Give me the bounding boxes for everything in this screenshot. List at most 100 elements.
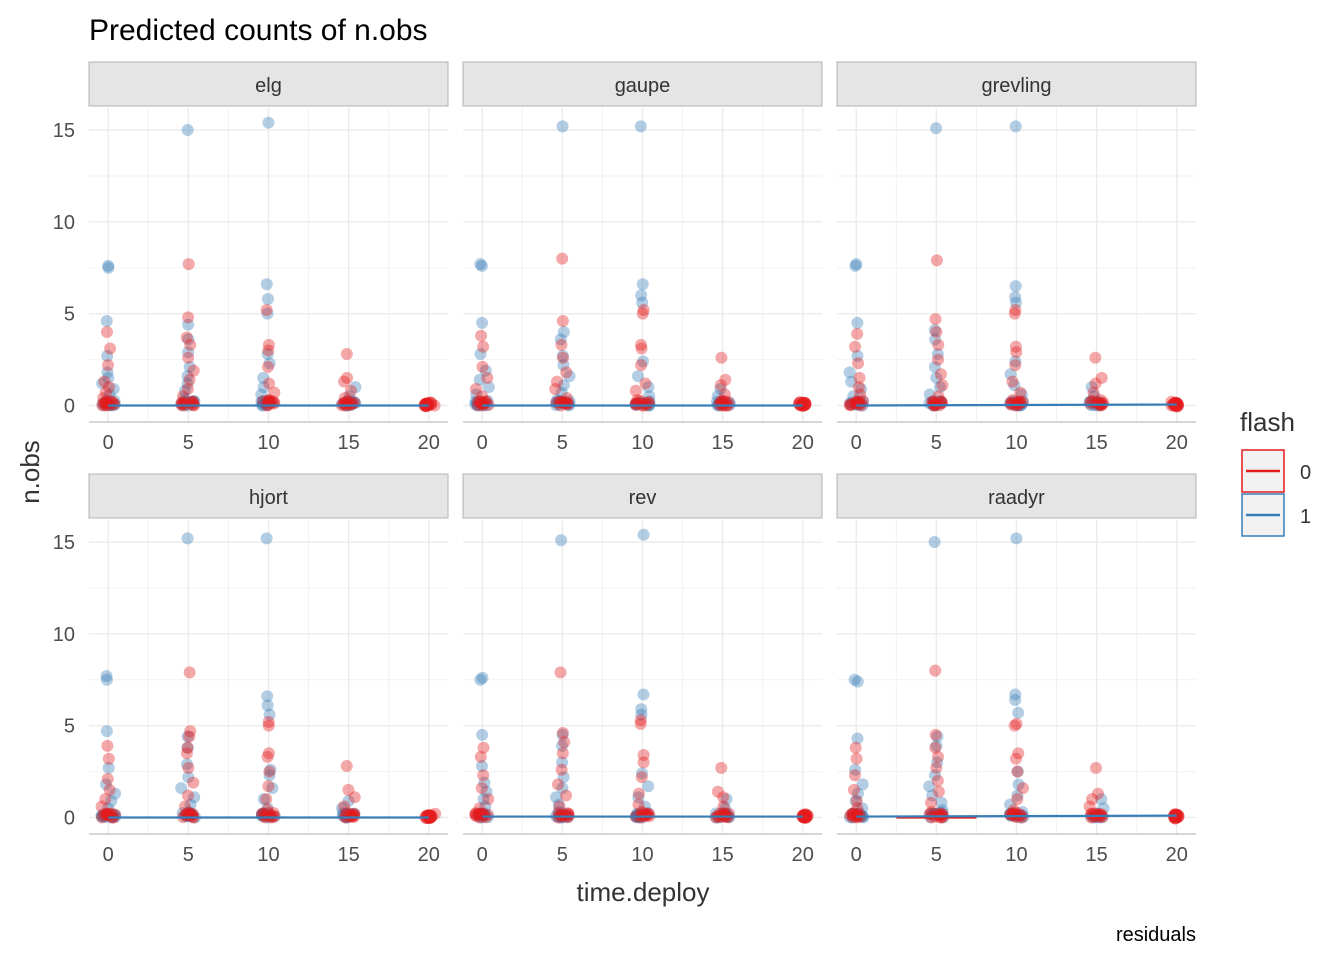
x-tick-label: 15 bbox=[1086, 844, 1108, 866]
data-point bbox=[629, 384, 642, 397]
data-point bbox=[556, 315, 569, 328]
data-point bbox=[1009, 291, 1022, 304]
data-point bbox=[556, 120, 569, 133]
data-point bbox=[257, 395, 270, 408]
data-point bbox=[640, 398, 653, 411]
data-point bbox=[340, 760, 353, 773]
facet-strip-label: hjort bbox=[249, 487, 288, 509]
data-point bbox=[845, 397, 858, 410]
data-point bbox=[931, 348, 944, 361]
facet-panels: elg 0 5 10 15 20 0 5 10 15 gaupe 0 5 10 15 20 grevling 0 5… bbox=[53, 61, 1197, 866]
facet-panel-raadyr: raadyr 0 5 10 15 20 bbox=[836, 473, 1197, 866]
x-tick-label: 5 bbox=[931, 844, 942, 866]
data-point bbox=[843, 811, 856, 824]
data-point bbox=[255, 388, 268, 401]
data-point bbox=[556, 252, 569, 265]
data-point bbox=[481, 808, 494, 821]
data-point bbox=[257, 381, 270, 394]
data-point bbox=[932, 390, 945, 403]
data-point bbox=[182, 333, 195, 346]
data-point bbox=[555, 338, 568, 351]
data-point bbox=[257, 371, 270, 384]
data-point bbox=[261, 699, 274, 712]
data-point bbox=[100, 315, 113, 328]
data-point bbox=[1005, 808, 1018, 821]
data-point bbox=[175, 398, 188, 411]
data-point bbox=[479, 800, 492, 813]
data-point bbox=[1085, 811, 1098, 824]
data-point bbox=[556, 756, 569, 769]
data-point bbox=[1010, 532, 1023, 545]
data-point bbox=[551, 375, 564, 388]
data-point bbox=[182, 810, 195, 823]
data-point bbox=[1095, 397, 1108, 410]
data-point bbox=[635, 359, 648, 372]
data-point bbox=[99, 793, 112, 806]
data-point bbox=[261, 348, 274, 361]
data-point bbox=[1096, 810, 1109, 823]
data-point bbox=[637, 528, 650, 541]
data-point bbox=[183, 373, 196, 386]
data-point bbox=[1011, 765, 1024, 778]
data-point bbox=[856, 778, 869, 791]
data-point bbox=[930, 761, 943, 774]
data-point bbox=[256, 810, 269, 823]
x-tick-label: 5 bbox=[557, 844, 568, 866]
x-axis-title: time.deploy bbox=[577, 877, 710, 907]
data-point bbox=[720, 793, 733, 806]
data-point bbox=[715, 351, 728, 364]
data-point bbox=[475, 397, 488, 410]
data-point bbox=[931, 774, 944, 787]
x-tick-label: 10 bbox=[1005, 844, 1027, 866]
data-point bbox=[1009, 303, 1022, 316]
data-point bbox=[470, 388, 483, 401]
data-point bbox=[479, 364, 492, 377]
data-point bbox=[926, 789, 939, 802]
data-point bbox=[928, 324, 941, 337]
data-point bbox=[482, 381, 495, 394]
data-point bbox=[182, 351, 195, 364]
data-point bbox=[855, 382, 868, 395]
data-point bbox=[1009, 808, 1022, 821]
data-point bbox=[182, 810, 195, 823]
data-point bbox=[340, 806, 353, 819]
data-point bbox=[929, 313, 942, 326]
data-point bbox=[96, 399, 109, 412]
data-point bbox=[1009, 752, 1022, 765]
data-point bbox=[478, 808, 491, 821]
data-point bbox=[552, 798, 565, 811]
data-point bbox=[553, 800, 566, 813]
data-point bbox=[100, 810, 113, 823]
data-point bbox=[422, 810, 437, 825]
x-tick-label: 20 bbox=[418, 432, 440, 454]
data-point bbox=[342, 794, 355, 807]
data-point bbox=[339, 397, 352, 410]
data-point bbox=[635, 338, 648, 351]
caption: residuals bbox=[1116, 924, 1196, 946]
data-point bbox=[1008, 307, 1021, 320]
data-point bbox=[632, 798, 645, 811]
data-point bbox=[932, 353, 945, 366]
data-point bbox=[261, 804, 274, 817]
data-point bbox=[634, 395, 647, 408]
data-point bbox=[95, 800, 108, 813]
data-point bbox=[1091, 396, 1104, 409]
data-point bbox=[263, 708, 276, 721]
data-point bbox=[183, 666, 196, 679]
x-tick-label: 20 bbox=[792, 844, 814, 866]
data-point bbox=[1008, 379, 1021, 392]
data-point bbox=[180, 331, 193, 344]
data-point bbox=[856, 395, 869, 408]
data-point bbox=[102, 359, 115, 372]
data-point bbox=[634, 714, 647, 727]
facet-strip-label: grevling bbox=[981, 75, 1051, 97]
data-point bbox=[101, 772, 114, 785]
data-point bbox=[1009, 397, 1022, 410]
data-point bbox=[850, 258, 863, 271]
data-point bbox=[262, 393, 275, 406]
x-tick-label: 10 bbox=[257, 432, 279, 454]
data-point bbox=[631, 370, 644, 383]
data-point bbox=[1095, 371, 1108, 384]
data-point bbox=[563, 395, 576, 408]
data-point bbox=[637, 303, 650, 316]
